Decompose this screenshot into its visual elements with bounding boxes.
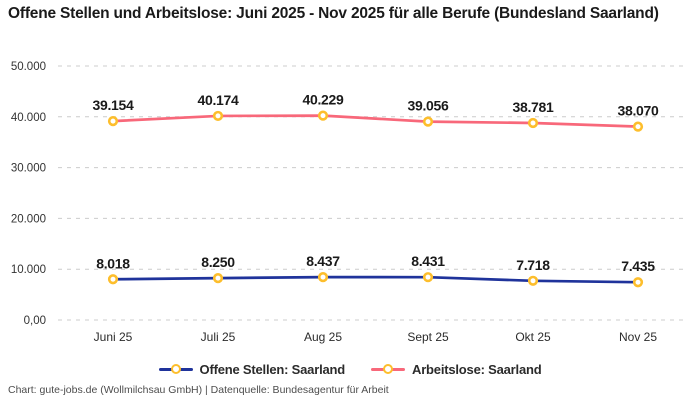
- data-point-label: 8.437: [306, 253, 340, 269]
- data-point-marker[interactable]: [527, 275, 539, 286]
- legend-line-marker-icon: [371, 363, 405, 375]
- chart-attribution: Chart: gute-jobs.de (Wollmilchsau GmbH) …: [8, 384, 389, 396]
- series-line: [111, 114, 640, 128]
- data-point-label: 8.431: [411, 253, 445, 269]
- x-axis-tick-label: Juli 25: [201, 330, 236, 344]
- y-axis-tick-label: 40.000: [11, 112, 46, 124]
- x-axis-tick-label: Aug 25: [304, 330, 342, 344]
- data-point-label: 40.174: [197, 92, 239, 108]
- data-point-label: 8.018: [96, 255, 130, 271]
- series-line: [111, 275, 640, 284]
- y-axis-tick-label: 0,00: [24, 315, 46, 327]
- data-point-marker[interactable]: [632, 121, 644, 132]
- y-axis-tick-label: 20.000: [11, 213, 46, 225]
- data-point-label: 7.435: [621, 258, 655, 274]
- line-chart-plot-area: 0,00 10.000 20.000 30.000 40.000 50.000 Juni 2…: [11, 61, 686, 344]
- x-axis-tick-label: Okt 25: [515, 330, 551, 344]
- legend-item-offene-stellen[interactable]: Offene Stellen: Saarland: [158, 361, 346, 377]
- y-axis-tick-label: 30.000: [11, 163, 46, 175]
- data-point-label: 7.718: [516, 257, 550, 273]
- y-axis-tick-label: 10.000: [11, 264, 46, 276]
- chart-legend: Offene Stellen: Saarland Arbeitslose: Sa…: [0, 358, 700, 380]
- data-point-label: 8.250: [201, 254, 235, 270]
- legend-label-offene-stellen: Offene Stellen: Saarland: [199, 361, 346, 377]
- data-point-label: 38.781: [512, 99, 554, 115]
- data-point-marker[interactable]: [107, 115, 119, 127]
- x-axis-tick-label: Nov 25: [619, 330, 657, 344]
- data-point-marker[interactable]: [317, 272, 329, 283]
- data-point-marker[interactable]: [632, 277, 644, 288]
- data-point-label: 38.070: [617, 103, 659, 119]
- data-point-marker[interactable]: [527, 117, 539, 129]
- data-point-label: 39.056: [407, 98, 449, 114]
- legend-item-arbeitslose[interactable]: Arbeitslose: Saarland: [371, 361, 542, 377]
- data-point-marker[interactable]: [212, 110, 224, 122]
- data-point-marker[interactable]: [422, 116, 434, 127]
- x-axis-tick-label: Juni 25: [94, 330, 133, 344]
- data-point-label: 39.154: [92, 97, 134, 113]
- data-point-marker[interactable]: [422, 272, 434, 283]
- data-point-label: 40.229: [302, 92, 344, 108]
- data-point-marker[interactable]: [317, 110, 329, 121]
- legend-label-arbeitslose: Arbeitslose: Saarland: [412, 361, 542, 377]
- x-axis-tick-label: Sept 25: [407, 330, 449, 344]
- data-point-marker[interactable]: [107, 274, 119, 285]
- data-point-marker[interactable]: [212, 272, 224, 284]
- chart-title: Offene Stellen und Arbeitslose: Juni 202…: [8, 5, 659, 22]
- legend-line-marker-icon: [158, 363, 193, 375]
- y-axis-tick-label: 50.000: [11, 61, 46, 73]
